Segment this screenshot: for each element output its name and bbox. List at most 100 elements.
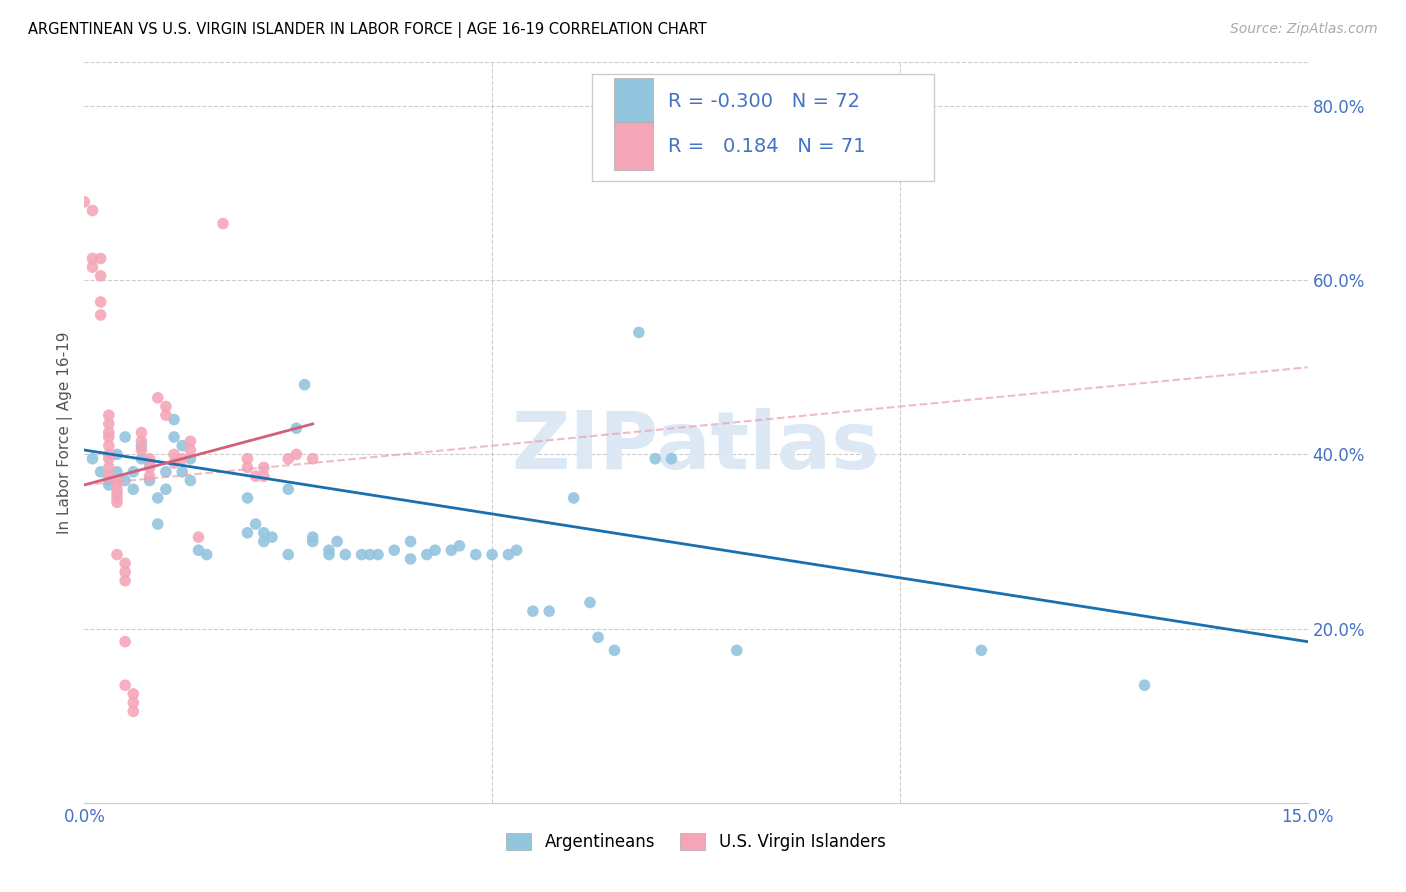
Point [114,474,136,488]
Point [163,456,186,470]
Point [82,252,104,266]
Point [245,469,267,483]
Legend: Argentineans, U.S. Virgin Islanders: Argentineans, U.S. Virgin Islanders [499,826,893,857]
Point [693,116,716,130]
Point [301,530,323,544]
Point [131,439,153,453]
Point [138,460,160,475]
Point [114,678,136,692]
Point [179,443,201,458]
Point [318,543,340,558]
Point [138,474,160,488]
Point [105,495,128,509]
Point [122,687,145,701]
Point [73,194,96,209]
Point [138,456,160,470]
Point [464,548,486,562]
Point [114,565,136,579]
Text: Source: ZipAtlas.com: Source: ZipAtlas.com [1230,22,1378,37]
Y-axis label: In Labor Force | Age 16-19: In Labor Force | Age 16-19 [58,331,73,534]
Point [260,530,283,544]
Point [172,439,194,453]
Point [163,430,186,444]
Point [399,534,422,549]
Point [195,548,218,562]
Point [97,430,120,444]
Point [187,530,209,544]
Point [114,634,136,648]
Point [294,377,316,392]
Point [440,543,463,558]
Point [155,465,177,479]
Point [146,491,169,505]
Point [131,451,153,466]
Point [603,643,626,657]
Point [131,434,153,449]
Point [498,548,520,562]
Point [253,534,276,549]
Point [105,474,128,488]
Point [172,465,194,479]
Point [335,548,357,562]
Point [277,482,299,496]
Point [163,412,186,426]
Point [131,425,153,440]
Point [163,447,186,461]
Point [416,548,439,562]
Text: R = -0.300   N = 72: R = -0.300 N = 72 [668,92,860,112]
Point [114,556,136,570]
Point [90,465,112,479]
Point [236,525,259,540]
Point [90,308,112,322]
Point [105,486,128,500]
Point [155,400,177,414]
Point [367,548,389,562]
Point [122,465,145,479]
Point [399,552,422,566]
Point [179,451,201,466]
Point [301,534,323,549]
Point [97,408,120,422]
Point [105,491,128,505]
Bar [614,122,654,170]
Point [97,460,120,475]
Point [97,469,120,483]
Point [97,447,120,461]
Point [449,539,471,553]
Point [187,543,209,558]
Point [97,474,120,488]
Point [481,548,503,562]
Point [661,451,683,466]
Point [382,543,405,558]
Point [538,604,561,618]
Point [138,469,160,483]
Point [970,643,993,657]
Point [586,630,609,644]
Bar [614,78,654,126]
Point [285,447,308,461]
Point [122,696,145,710]
Point [277,451,299,466]
Point [146,391,169,405]
Point [172,451,194,466]
Point [627,326,650,340]
Point [114,430,136,444]
Point [105,482,128,496]
Point [179,474,201,488]
Point [236,460,259,475]
Point [138,451,160,466]
Point [90,252,112,266]
Point [146,517,169,532]
Point [105,465,128,479]
Point [579,595,602,609]
Point [350,548,373,562]
Point [423,543,446,558]
Point [105,478,128,492]
Point [97,451,120,466]
Point [97,478,120,492]
Point [179,434,201,449]
Point [522,604,544,618]
Point [155,482,177,496]
Text: ZIPatlas: ZIPatlas [512,409,880,486]
Point [97,425,120,440]
